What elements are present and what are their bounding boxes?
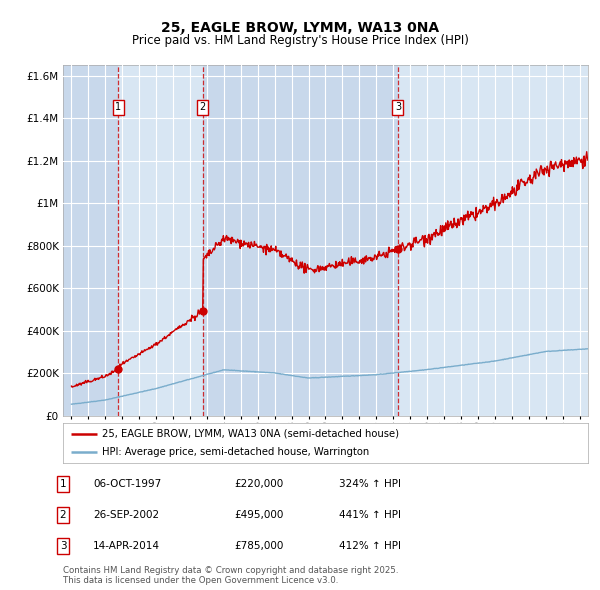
Text: 324% ↑ HPI: 324% ↑ HPI <box>339 480 401 489</box>
Text: HPI: Average price, semi-detached house, Warrington: HPI: Average price, semi-detached house,… <box>103 447 370 457</box>
Point <box>393 244 403 254</box>
Text: Contains HM Land Registry data © Crown copyright and database right 2025.
This d: Contains HM Land Registry data © Crown c… <box>63 566 398 585</box>
Text: Price paid vs. HM Land Registry's House Price Index (HPI): Price paid vs. HM Land Registry's House … <box>131 34 469 47</box>
Text: 2: 2 <box>199 103 206 113</box>
Text: 1: 1 <box>115 103 121 113</box>
Text: £495,000: £495,000 <box>234 510 283 520</box>
Text: 3: 3 <box>59 541 67 550</box>
Text: 2: 2 <box>59 510 67 520</box>
Point <box>113 365 123 374</box>
Point <box>198 306 208 315</box>
Bar <box>118 65 203 416</box>
Text: 06-OCT-1997: 06-OCT-1997 <box>93 480 161 489</box>
Text: 1: 1 <box>59 480 67 489</box>
Bar <box>398 65 588 416</box>
Text: 26-SEP-2002: 26-SEP-2002 <box>93 510 159 520</box>
Text: 412% ↑ HPI: 412% ↑ HPI <box>339 541 401 550</box>
Bar <box>63 65 118 416</box>
Text: 25, EAGLE BROW, LYMM, WA13 0NA (semi-detached house): 25, EAGLE BROW, LYMM, WA13 0NA (semi-det… <box>103 429 400 439</box>
Text: 441% ↑ HPI: 441% ↑ HPI <box>339 510 401 520</box>
Text: 25, EAGLE BROW, LYMM, WA13 0NA: 25, EAGLE BROW, LYMM, WA13 0NA <box>161 21 439 35</box>
Text: £785,000: £785,000 <box>234 541 283 550</box>
Text: £220,000: £220,000 <box>234 480 283 489</box>
Bar <box>203 65 398 416</box>
Text: 3: 3 <box>395 103 401 113</box>
Text: 14-APR-2014: 14-APR-2014 <box>93 541 160 550</box>
